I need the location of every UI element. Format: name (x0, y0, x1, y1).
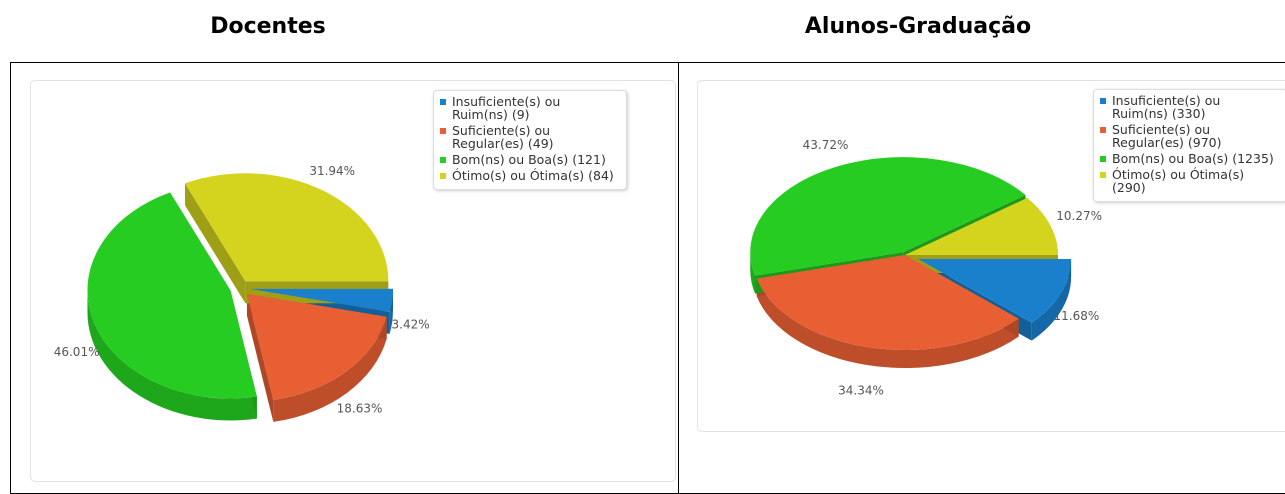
legend-item: Ótimo(s) ou Ótima(s) (84) (440, 169, 620, 182)
legend-swatch (1100, 172, 1106, 178)
chart-title: Alunos-Graduação (804, 14, 1032, 39)
data-label: 18.63% (337, 402, 383, 416)
legend-item: Insuficiente(s) ou Ruim(ns) (330) (1100, 94, 1280, 120)
legend-label: Ótimo(s) ou Ótima(s) (290) (1112, 167, 1245, 195)
legend-item: Ótimo(s) ou Ótima(s) (290) (1100, 168, 1280, 194)
legend-label: Suficiente(s) ou Regular(es) (970) (1112, 122, 1222, 150)
page: Docentes Alunos-Graduação 3.42% 18.63% 46.… (10, 14, 1285, 494)
pie-slice-edge (246, 293, 274, 422)
legend-label: Bom(ns) ou Boa(s) (121) (452, 152, 606, 167)
legend-item: Bom(ns) ou Boa(s) (1235) (1100, 152, 1280, 165)
legend-swatch (440, 128, 446, 134)
legend: Insuficiente(s) ou Ruim(ns) (9) Suficient… (433, 90, 627, 190)
legend-item: Suficiente(s) ou Regular(es) (970) (1100, 123, 1280, 149)
pie-slice (184, 173, 389, 282)
pie-slice-side (756, 278, 1019, 368)
legend-swatch (1100, 127, 1106, 133)
pie-slice (750, 157, 1026, 276)
legend: Insuficiente(s) ou Ruim(ns) (330) Suficie… (1093, 89, 1285, 202)
pie-slice-side (87, 290, 257, 421)
pie-slice-side (389, 288, 393, 334)
data-label: 34.34% (838, 384, 884, 398)
pie-slice (756, 255, 1019, 350)
legend-item: Bom(ns) ou Boa(s) (121) (440, 153, 620, 166)
legend-item: Insuficiente(s) ou Ruim(ns) (9) (440, 95, 620, 121)
data-label: 46.01% (54, 345, 100, 359)
pie-slice-side (273, 316, 387, 422)
pie-slice (249, 288, 393, 312)
legend-label: Bom(ns) ou Boa(s) (1235) (1112, 151, 1274, 166)
data-label: 10.27% (1056, 209, 1102, 223)
charts: 3.42% 18.63% 46.01% 31.94% 11.68% 34.34% 43.72… (54, 138, 1102, 422)
legend-swatch (1100, 98, 1106, 104)
pie-slice-side (750, 252, 756, 294)
data-label: 11.68% (1053, 309, 1099, 323)
pie-slice-side (1031, 259, 1072, 341)
legend-swatch (440, 173, 446, 179)
data-label: 3.42% (392, 317, 430, 331)
legend-label: Insuficiente(s) ou Ruim(ns) (9) (452, 94, 561, 122)
data-label: 31.94% (309, 164, 355, 178)
data-label: 43.72% (803, 138, 849, 152)
legend-swatch (440, 157, 446, 163)
legend-label: Insuficiente(s) ou Ruim(ns) (330) (1112, 93, 1221, 121)
legend-swatch (440, 99, 446, 105)
legend-label: Suficiente(s) ou Regular(es) (49) (452, 123, 554, 151)
pie-slice-edge (184, 183, 246, 304)
pie-slice (918, 259, 1072, 323)
chart-title: Docentes (210, 14, 326, 39)
pie-slice (905, 197, 1058, 255)
pie-slice (87, 192, 257, 399)
legend-label: Ótimo(s) ou Ótima(s) (84) (452, 168, 614, 183)
legend-swatch (1100, 156, 1106, 162)
pie-slice (246, 293, 387, 400)
legend-item: Suficiente(s) ou Regular(es) (49) (440, 124, 620, 150)
